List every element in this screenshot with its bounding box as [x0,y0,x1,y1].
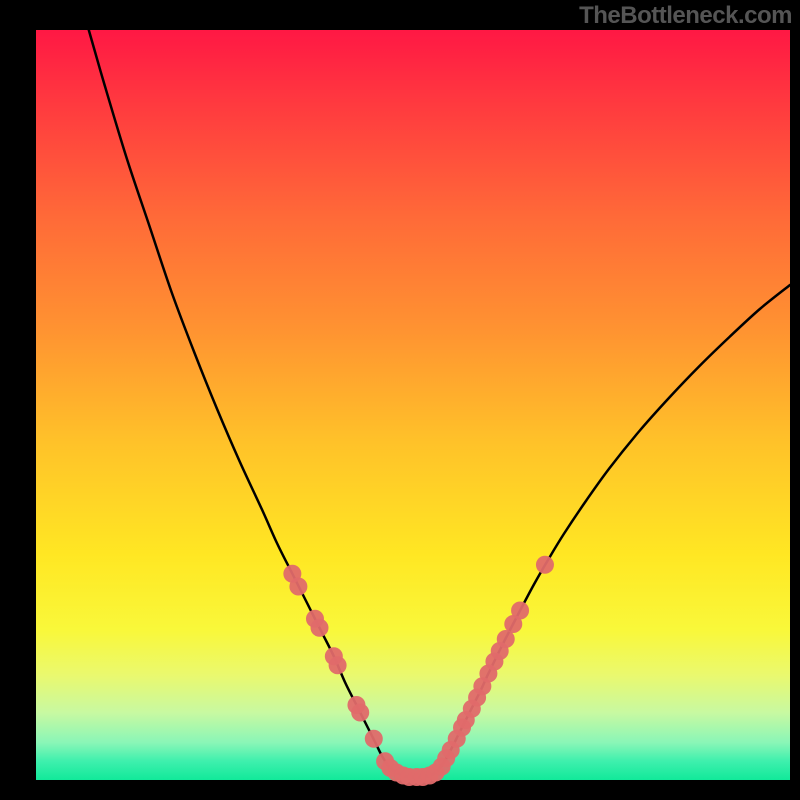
data-marker [311,619,329,637]
data-marker [329,656,347,674]
data-marker [536,556,554,574]
watermark-text: TheBottleneck.com [579,2,792,30]
data-marker [511,602,529,620]
bottleneck-chart [0,0,800,800]
data-marker [365,730,383,748]
data-marker [289,578,307,596]
data-marker [351,704,369,722]
plot-background [36,30,790,780]
